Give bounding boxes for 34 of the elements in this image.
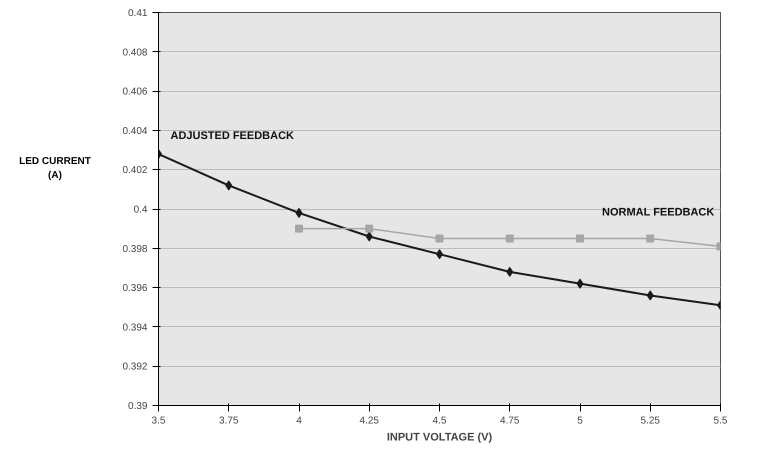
point [225, 180, 232, 190]
x-tick-label: 5 [577, 416, 584, 426]
series-label: NORMAL FEEDBACK [602, 206, 714, 218]
point [646, 234, 654, 242]
x-tick-label: 5.5 [714, 416, 728, 426]
x-tick-label: 5.25 [640, 416, 660, 426]
y-tick-label: 0.39 [128, 401, 148, 412]
point [295, 224, 303, 233]
point [646, 290, 654, 300]
y-tick-label: 0.392 [122, 362, 148, 373]
x-tick-label: 4 [296, 416, 302, 426]
point [366, 232, 373, 242]
point [506, 234, 514, 242]
point [365, 224, 374, 233]
y-tick-label: 0.402 [122, 165, 148, 176]
point [576, 234, 584, 242]
point [436, 234, 444, 242]
x-tick-label: 4.25 [360, 416, 380, 426]
series-label: ADJUSTED FEEDBACK [170, 130, 294, 142]
x-tick-label: 3.5 [152, 416, 166, 426]
y-tick-label: 0.41 [128, 8, 148, 19]
y-axis-title: LED CURRENT (A) [19, 155, 91, 184]
x-tick-label: 3.75 [219, 416, 239, 426]
x-tick-label: 4.75 [500, 416, 520, 426]
y-tick-label: 0.4 [134, 204, 148, 216]
y-tick-label: 0.406 [122, 86, 148, 98]
x-axis-title: INPUT VOLTAGE (V) [386, 432, 492, 444]
x-tick-label: 4.5 [432, 416, 447, 426]
y-tick-label: 0.398 [122, 244, 148, 255]
y-tick-label: 0.404 [122, 126, 148, 137]
y-tick-label: 0.408 [122, 47, 148, 58]
y-tick-label: 0.396 [122, 283, 148, 294]
y-tick-label: 0.394 [122, 322, 148, 334]
point [506, 266, 514, 277]
